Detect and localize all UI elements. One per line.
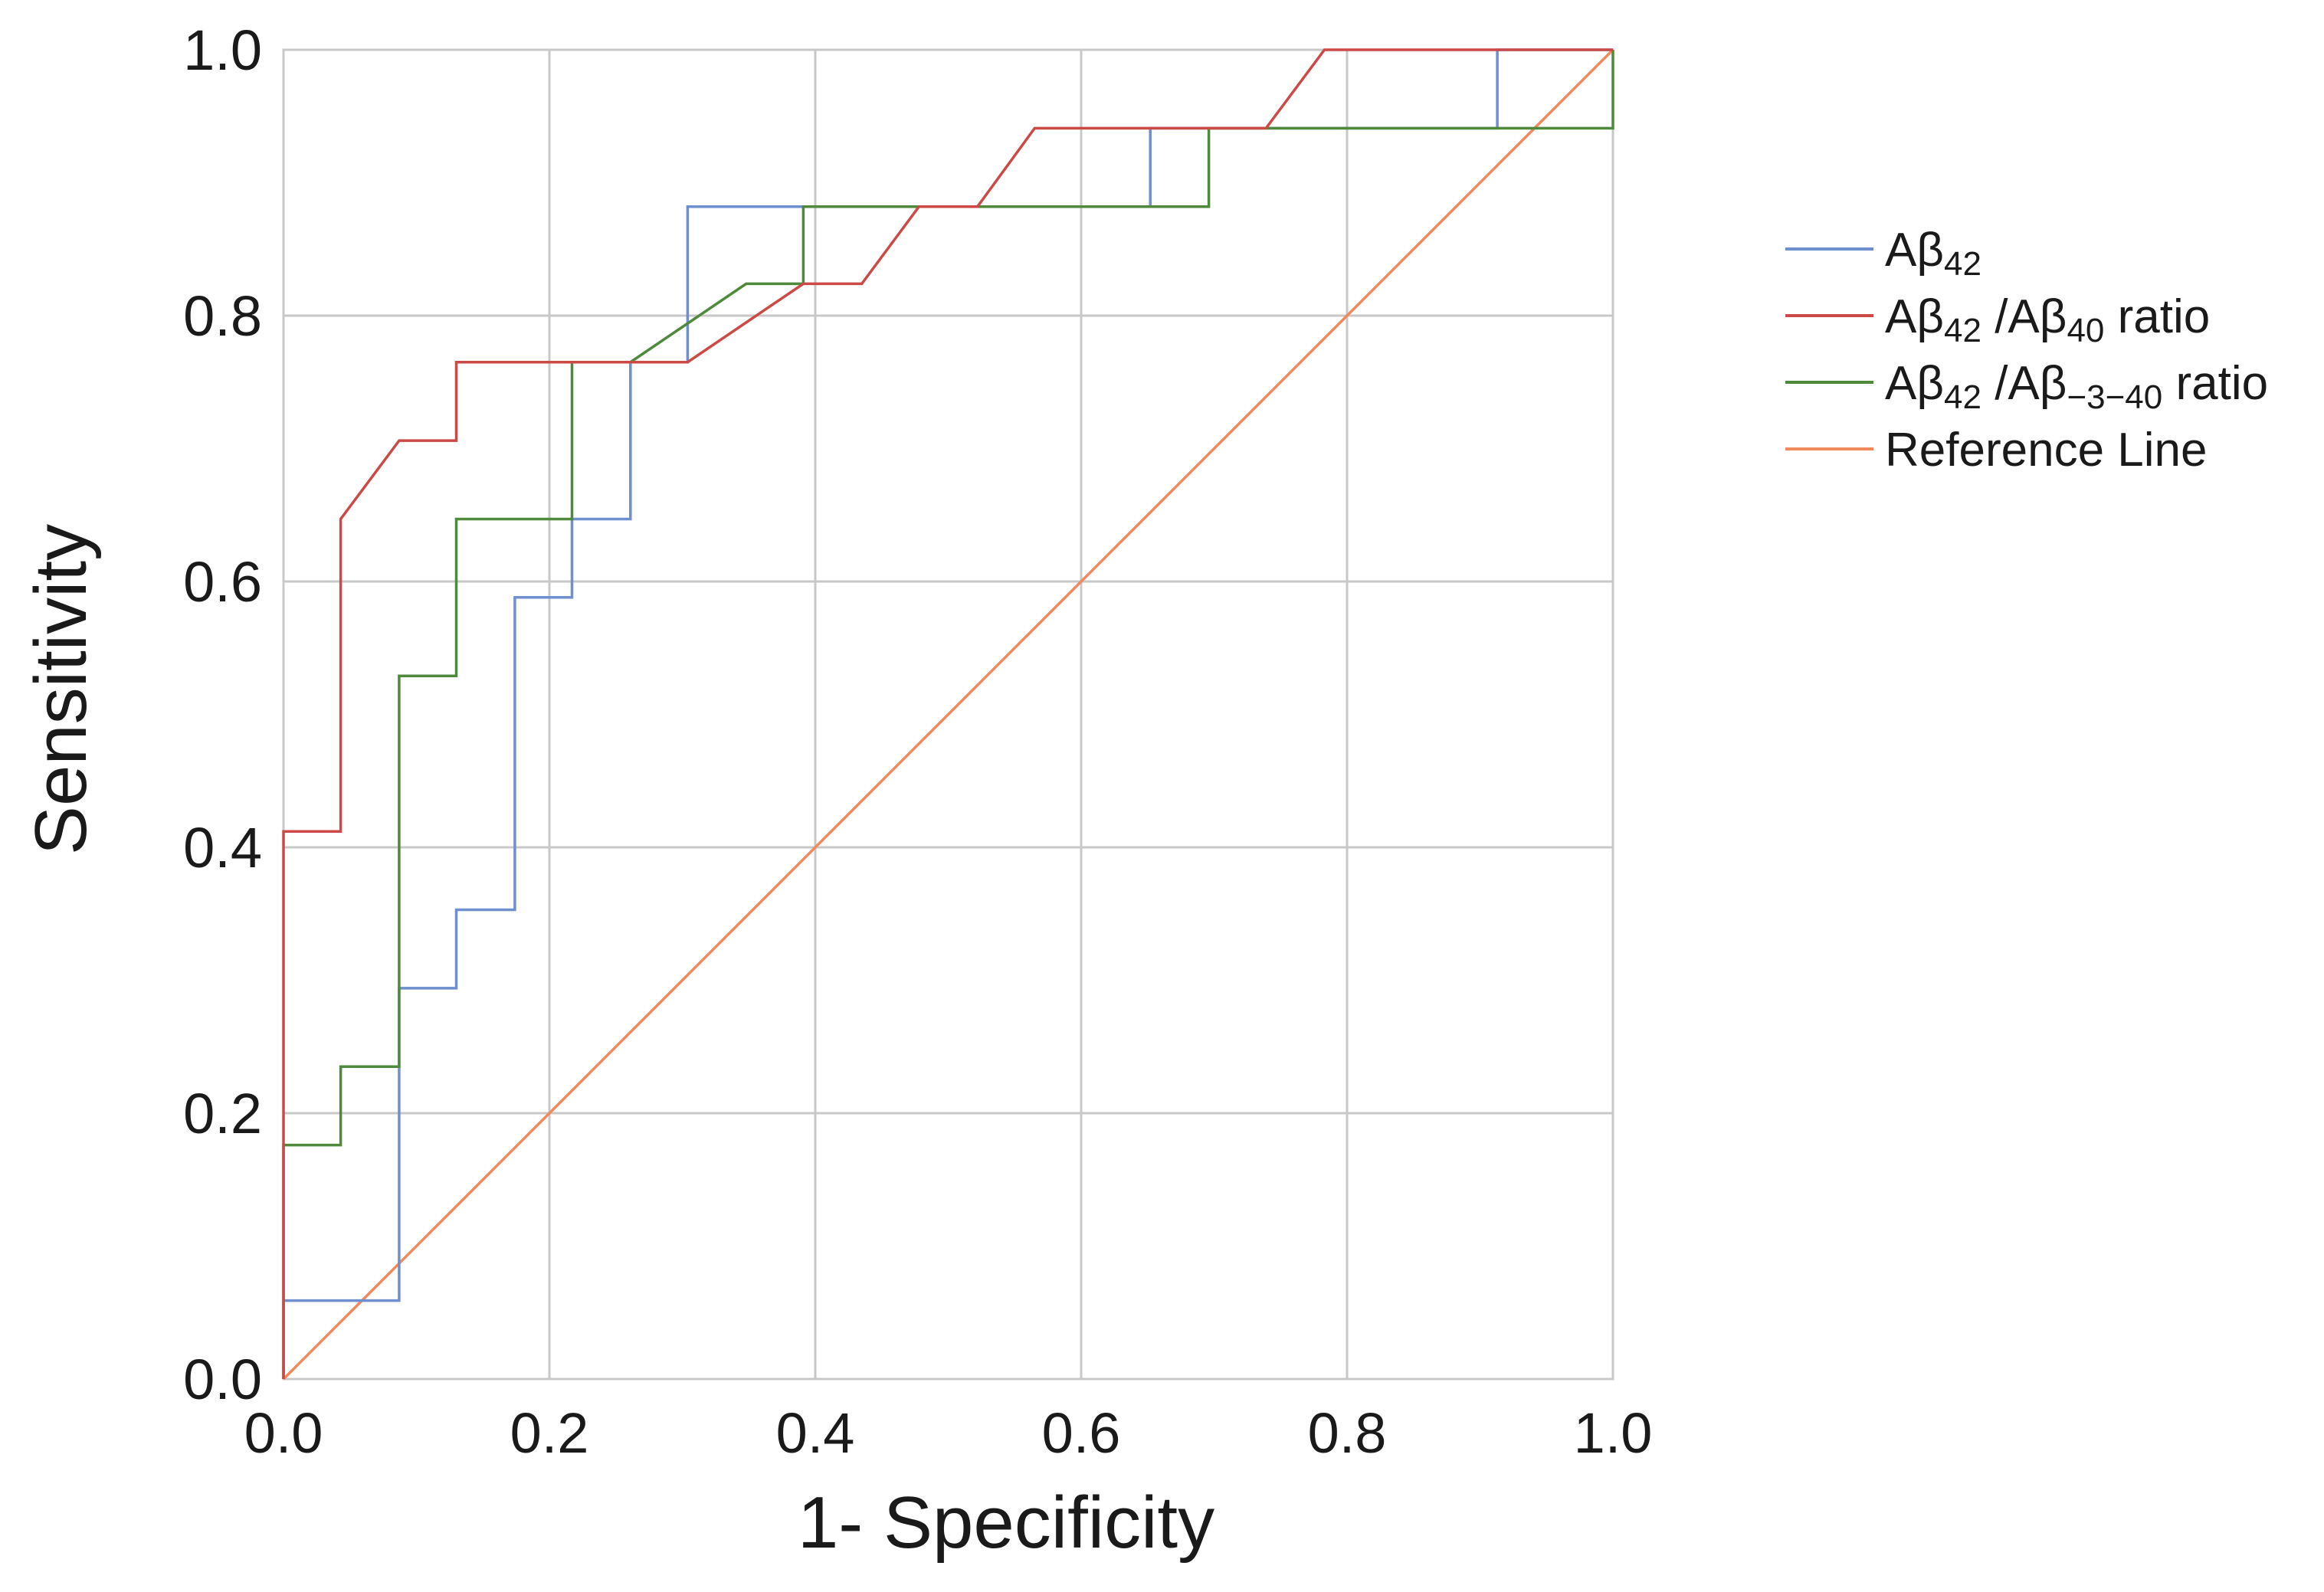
y-tick-label-4: 0.8 <box>183 284 262 348</box>
plot-frame <box>282 48 1614 1381</box>
x-tick-label-0: 0.0 <box>244 1401 323 1465</box>
legend-label-0: Aβ42​ <box>1885 224 1981 283</box>
legend-label-1: Aβ42​ /Aβ40​ ratio <box>1885 290 2210 349</box>
tick-labels: 0.0 0.2 0.4 0.6 0.8 1.0 0.0 0.2 0.4 0.6 0.8 1.0 <box>183 18 1652 1465</box>
x-axis-title: 1- Specificity <box>798 1482 1214 1564</box>
y-axis-title: Sensitivity <box>20 524 102 855</box>
y-tick-label-0: 0.0 <box>183 1348 262 1411</box>
legend-item-3: Reference Line <box>1785 424 2208 477</box>
x-tick-label-1: 0.2 <box>510 1401 589 1465</box>
series-line-3 <box>282 48 1614 1381</box>
legend-item-1: Aβ42​ /Aβ40​ ratio <box>1785 290 2210 349</box>
y-tick-label-3: 0.6 <box>183 550 262 614</box>
x-tick-label-4: 0.8 <box>1308 1401 1387 1465</box>
legend-label-3: Reference Line <box>1885 424 2208 477</box>
series-line-2 <box>282 50 1614 1379</box>
x-tick-label-3: 0.6 <box>1042 1401 1121 1465</box>
legend: Aβ42​ Aβ42​ /Aβ40​ ratio Aβ42​ /Aβ−3−40​ r… <box>1785 224 2268 477</box>
series-line-1 <box>282 48 1613 1379</box>
y-tick-label-2: 0.4 <box>183 816 262 880</box>
x-tick-label-5: 1.0 <box>1574 1401 1653 1465</box>
x-tick-label-2: 0.4 <box>776 1401 855 1465</box>
y-tick-label-5: 1.0 <box>183 18 262 82</box>
legend-item-0: Aβ42​ <box>1785 224 1981 283</box>
legend-item-2: Aβ42​ /Aβ−3−40​ ratio <box>1785 357 2268 416</box>
y-tick-label-1: 0.2 <box>183 1082 262 1145</box>
legend-label-2: Aβ42​ /Aβ−3−40​ ratio <box>1885 357 2268 416</box>
series-lines <box>282 48 1614 1381</box>
grid <box>282 48 1614 1381</box>
